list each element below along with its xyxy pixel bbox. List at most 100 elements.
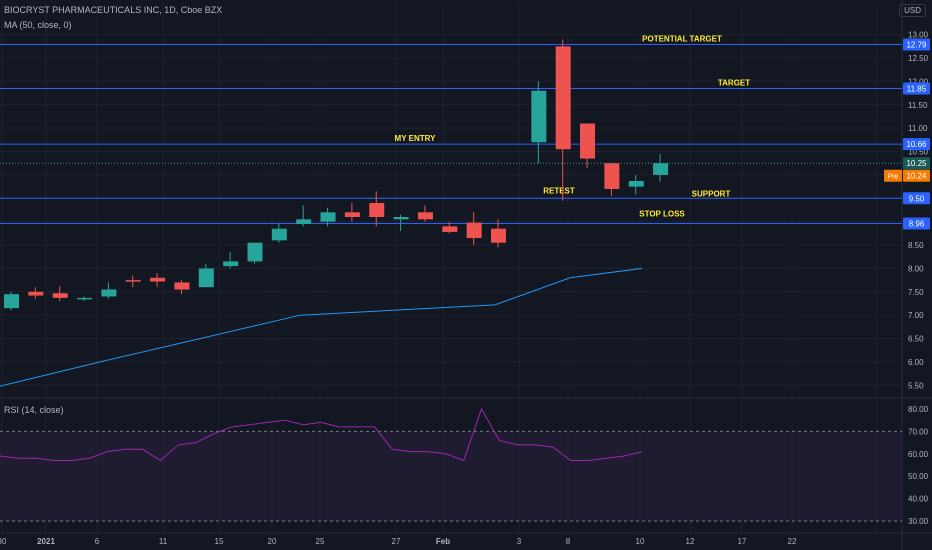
pre-market-price-label: 10.24 (906, 172, 927, 181)
rsi-legend[interactable]: RSI (14, close) (4, 405, 64, 415)
candle[interactable] (296, 205, 312, 227)
candle[interactable] (125, 275, 141, 288)
candle[interactable] (174, 280, 190, 295)
candle[interactable] (4, 291, 19, 311)
candle-body[interactable] (344, 212, 360, 218)
last-price-label: 10.25 (906, 159, 927, 168)
retest-annotation: RETEST (543, 187, 575, 196)
price-tick-label: 7.50 (908, 288, 924, 297)
candle-body[interactable] (223, 261, 239, 267)
time-tick-label: 27 (392, 537, 401, 546)
rsi-tick-label: 50.00 (908, 472, 929, 481)
level-price-badge[interactable] (903, 192, 930, 205)
last-price-badge[interactable] (903, 157, 930, 170)
candle[interactable] (320, 207, 336, 227)
candle[interactable] (223, 252, 239, 269)
candle-body[interactable] (417, 212, 433, 220)
candle-body[interactable] (101, 289, 117, 297)
price-axis[interactable]: 5.506.006.507.007.508.008.509.009.5010.0… (884, 31, 930, 526)
candle[interactable] (247, 242, 263, 264)
candle[interactable] (466, 212, 482, 246)
currency-badge[interactable]: USD (899, 4, 926, 17)
level-price-label: 12.79 (906, 40, 927, 49)
candle-body[interactable] (442, 226, 458, 232)
candle[interactable] (531, 81, 547, 164)
candle[interactable] (28, 287, 44, 299)
candle[interactable] (442, 221, 458, 234)
candle-body[interactable] (393, 217, 409, 220)
time-tick-label: 8 (566, 537, 571, 546)
candle[interactable] (101, 282, 117, 299)
level-annotation: STOP LOSS (639, 210, 685, 219)
rsi-pane[interactable] (0, 407, 902, 522)
price-tick-label: 6.50 (908, 335, 924, 344)
candle[interactable] (417, 205, 433, 222)
candles[interactable] (4, 39, 669, 311)
candle-body[interactable] (296, 219, 312, 225)
price-tick-label: 13.00 (908, 31, 929, 40)
candle-body[interactable] (4, 294, 19, 309)
time-tick-label: 3 (517, 537, 522, 546)
price-tick-label: 11.00 (908, 124, 928, 133)
symbol-legend[interactable]: BIOCRYST PHARMACEUTICALS INC, 1D, Cboe B… (4, 5, 223, 15)
price-tick-label: 12.50 (908, 54, 929, 63)
price-tick-label: 8.50 (908, 241, 924, 250)
candle-body[interactable] (247, 242, 263, 262)
candle[interactable] (52, 286, 68, 302)
candle-body[interactable] (628, 181, 644, 187)
candle-body[interactable] (271, 228, 287, 241)
candle-body[interactable] (491, 228, 506, 243)
candle-body[interactable] (555, 46, 571, 150)
time-tick-label: 12 (686, 537, 695, 546)
candle[interactable] (369, 191, 385, 227)
candle-body[interactable] (531, 90, 547, 143)
candle-body[interactable] (320, 212, 336, 222)
time-tick-label: Feb (436, 537, 450, 546)
level-price-badge[interactable] (903, 82, 930, 95)
level-annotation: SUPPORT (692, 189, 731, 198)
candle-body[interactable] (150, 277, 166, 282)
time-tick-label: 20 (268, 537, 277, 546)
candle-body[interactable] (198, 268, 214, 288)
time-tick-label: 22 (788, 537, 797, 546)
level-annotation: MY ENTRY (395, 134, 437, 143)
level-price-label: 8.96 (909, 220, 925, 229)
time-tick-label: 11 (159, 537, 168, 546)
candle-body[interactable] (52, 293, 68, 298)
time-axis[interactable]: 30 2021 6 11 15 20 25 27 Feb 3 8 10 12 17 22 (0, 537, 797, 546)
candle-body[interactable] (580, 123, 596, 159)
candle-body[interactable] (369, 202, 385, 218)
candle-body[interactable] (466, 222, 482, 239)
candle[interactable] (150, 273, 166, 288)
candle-body[interactable] (174, 282, 190, 290)
pre-market-badge[interactable] (903, 169, 930, 182)
ma-line (0, 267, 643, 387)
candle[interactable] (393, 214, 409, 232)
candle-body[interactable] (653, 163, 669, 175)
level-price-label: 11.85 (907, 84, 927, 93)
candle-body[interactable] (125, 280, 141, 282)
candle[interactable] (198, 263, 214, 288)
ma-legend[interactable]: MA (50, close, 0) (4, 20, 72, 30)
candle-body[interactable] (77, 297, 93, 300)
level-price-badge[interactable] (903, 138, 930, 151)
candle[interactable] (580, 123, 596, 168)
candle[interactable] (271, 224, 287, 243)
candle[interactable] (604, 163, 620, 196)
level-price-badge[interactable] (903, 38, 930, 51)
candle[interactable] (555, 39, 571, 201)
level-price-badge[interactable] (903, 217, 930, 230)
price-tick-label: 11.50 (908, 101, 928, 110)
candle[interactable] (491, 219, 506, 248)
price-tick-label: 7.00 (908, 311, 924, 320)
candle-body[interactable] (28, 291, 44, 296)
candle[interactable] (628, 174, 644, 195)
candle[interactable] (77, 296, 93, 302)
rsi-tick-label: 70.00 (908, 427, 929, 436)
candle[interactable] (344, 202, 360, 222)
horizontal-levels[interactable]: POTENTIAL TARGET TARGET MY ENTRY SUPPORT STO… (0, 34, 902, 225)
time-tick-label: 15 (215, 537, 224, 546)
candle-body[interactable] (604, 163, 620, 189)
candle[interactable] (653, 153, 669, 182)
